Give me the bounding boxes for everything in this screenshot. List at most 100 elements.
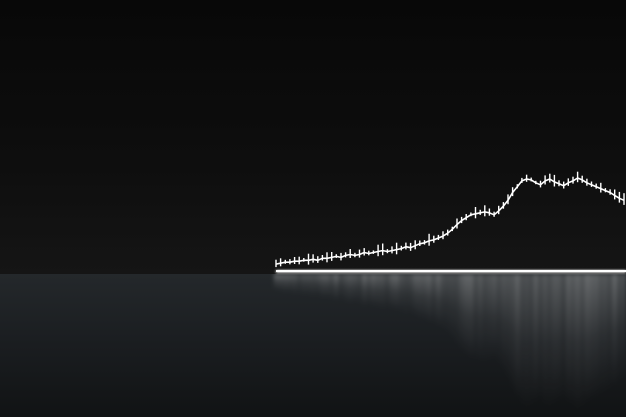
reflection-streak (622, 274, 626, 379)
reflection-streak (306, 274, 311, 295)
candle-wick (284, 259, 286, 264)
candle-wick (344, 252, 347, 258)
candle-wick (511, 187, 514, 197)
reflection-streak (297, 274, 301, 294)
reflection-streak (330, 274, 334, 299)
reflection-streak (288, 274, 292, 293)
candle-wick (317, 256, 319, 263)
candle-wick (428, 233, 430, 246)
candle-wick (275, 259, 277, 268)
candle-wick (576, 171, 579, 183)
reflection-streak (418, 274, 422, 318)
chart-reflection (274, 274, 626, 410)
price-path (275, 177, 625, 265)
backdrop-fill (0, 0, 626, 274)
candle-wick (572, 176, 574, 184)
reflection-streak (422, 274, 427, 320)
reflection-streak (293, 274, 297, 294)
reflection-streak (511, 274, 515, 390)
candle-wick (609, 189, 611, 195)
candle-wick (623, 193, 625, 205)
candle-wick (395, 242, 398, 255)
candle-wick (442, 231, 444, 240)
reflection-streak (552, 274, 556, 405)
candle-wick (581, 175, 583, 183)
reflection-streak (580, 274, 584, 408)
reflection-streak (473, 274, 478, 360)
candle-wick (618, 191, 621, 203)
candle-wick (289, 259, 291, 265)
candle-wick (563, 181, 565, 189)
candle-wick (279, 258, 282, 267)
candle-wick (544, 175, 546, 185)
candle-wick (354, 252, 356, 258)
candle-wick (521, 177, 523, 183)
reflection-streak (283, 274, 287, 293)
reflection-streak (385, 274, 389, 307)
reflection-streak (311, 274, 315, 297)
candle-wick (312, 254, 314, 263)
reflection-streak (320, 274, 324, 298)
reflection-streak (487, 274, 491, 362)
reflection-streak (548, 274, 552, 409)
reflection-streak (381, 274, 385, 309)
candle-wick (372, 250, 375, 254)
candle-wick (335, 254, 337, 258)
candle-wick (525, 174, 528, 182)
reflection-streak (316, 274, 320, 295)
candle-wick (488, 208, 491, 216)
candle-wick (377, 244, 379, 257)
reflection-streak (339, 274, 343, 299)
reflection-streak (585, 274, 589, 404)
candle-wick (391, 246, 393, 254)
reflection-streak (576, 274, 580, 410)
reflection-streak (506, 274, 510, 379)
candle-wick (326, 252, 328, 263)
reflection-streak (367, 274, 371, 305)
reflection-streak (562, 274, 566, 400)
candle-wick (530, 177, 532, 182)
candle-wick (567, 178, 569, 186)
candle-wick (382, 243, 384, 256)
candle-wick (539, 180, 542, 188)
reflection-streak (589, 274, 594, 401)
candle-wick (460, 216, 463, 224)
candle-wick (363, 248, 365, 256)
candle-wick (590, 181, 593, 187)
candle-wick (604, 188, 607, 193)
reflection-streak (446, 274, 450, 333)
reflection-streak (344, 274, 348, 302)
candle-wick (386, 249, 389, 254)
candle-wick (558, 180, 560, 187)
candle-wick (553, 174, 556, 187)
reflection-streak (599, 274, 603, 396)
reflection-streak (460, 274, 464, 351)
candle-wick (484, 205, 486, 217)
reflection-streak (492, 274, 496, 359)
reflection-streak (432, 274, 436, 324)
reflection-streak (469, 274, 473, 359)
reflection-streak (525, 274, 529, 409)
reflection-streak (608, 274, 612, 390)
candle-wick (507, 194, 509, 205)
candle-wick (340, 252, 342, 261)
reflection-streak (613, 274, 617, 386)
candle-wick (423, 240, 426, 245)
reflection-streak (348, 274, 352, 303)
candle-wick (502, 202, 505, 209)
reflection-streak (520, 274, 524, 406)
candle-wick (409, 242, 412, 251)
reflection-streak (566, 274, 570, 404)
candle-wick (535, 180, 537, 185)
candle-wick (331, 252, 333, 261)
reflection-streak (409, 274, 413, 313)
candle-wick (419, 240, 421, 246)
reflection-streak (427, 274, 431, 322)
reflection-streak (334, 274, 338, 301)
reflection-streak (603, 274, 607, 393)
reflection-streak (413, 274, 417, 316)
candle-wick (456, 218, 458, 229)
candle-wick (358, 249, 361, 258)
